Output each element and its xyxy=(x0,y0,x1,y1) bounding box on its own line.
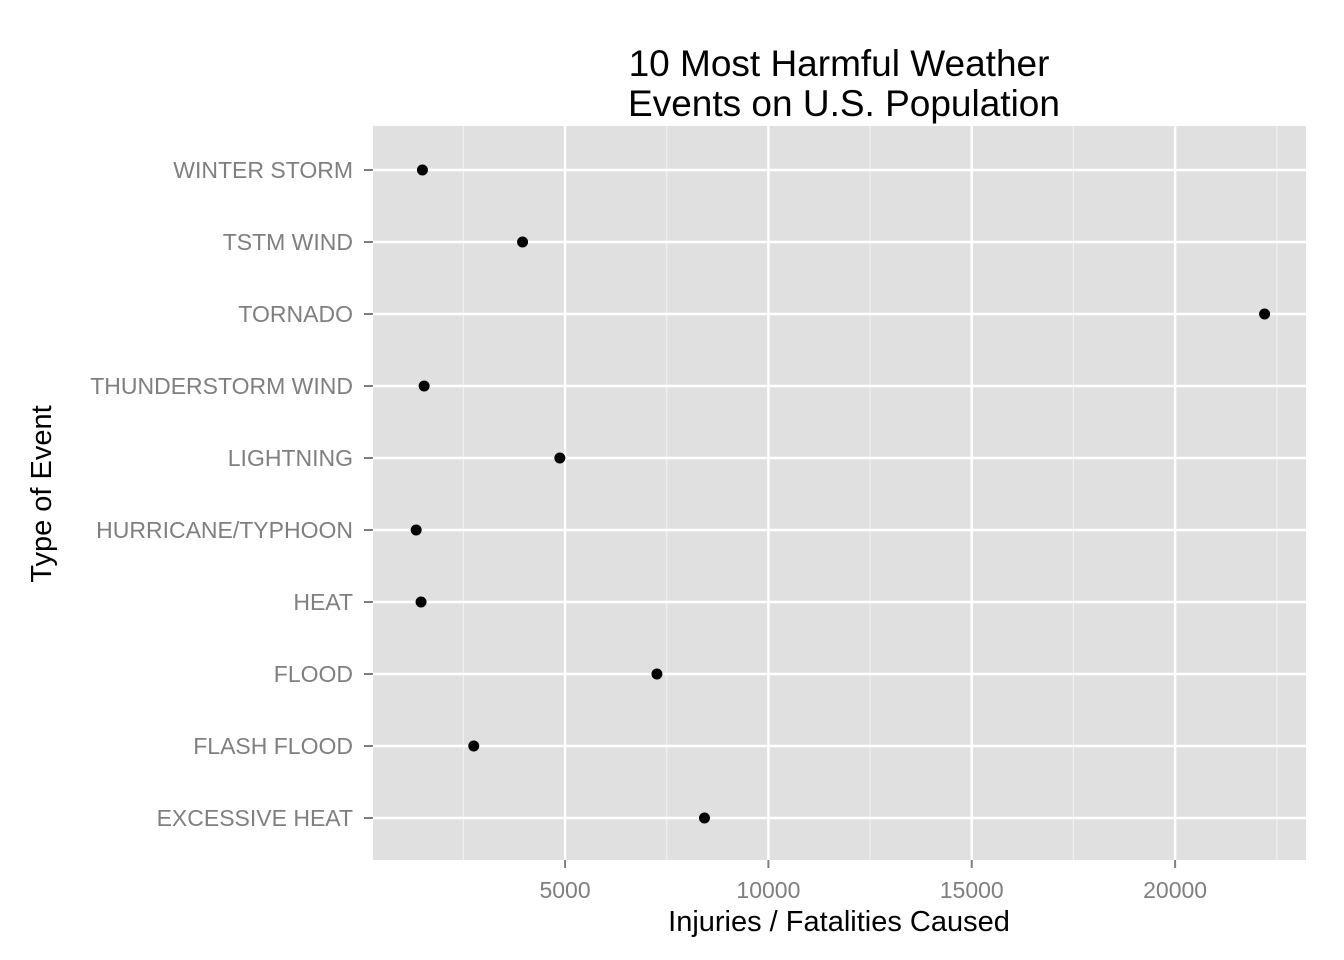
y-tick-label: TSTM WIND xyxy=(223,229,353,255)
y-axis-ticks: EXCESSIVE HEAT FLASH FLOOD FLOOD HEAT HURRIC… xyxy=(90,157,373,831)
y-tick-label: EXCESSIVE HEAT xyxy=(157,805,353,831)
chart-title-line-2: Events on U.S. Population xyxy=(628,83,1060,124)
x-tick-label: 20000 xyxy=(1143,877,1207,903)
data-point xyxy=(1259,308,1271,320)
x-axis-title: Injuries / Fatalities Caused xyxy=(668,906,1010,938)
data-point xyxy=(410,524,422,536)
chart-title-line-1: 10 Most Harmful Weather xyxy=(629,43,1050,84)
y-axis-title: Type of Event xyxy=(26,405,58,582)
data-point xyxy=(415,596,427,608)
y-tick-label: FLASH FLOOD xyxy=(193,733,353,759)
data-point xyxy=(651,668,663,680)
minor-gridlines xyxy=(462,126,1278,860)
y-tick-label: HEAT xyxy=(293,589,353,615)
data-points xyxy=(410,164,1271,824)
data-point xyxy=(698,812,710,824)
y-tick-label: LIGHTNING xyxy=(228,445,353,471)
y-tick-label: FLOOD xyxy=(274,661,353,687)
major-gridlines xyxy=(373,126,1306,860)
y-tick-label: TORNADO xyxy=(238,301,353,327)
data-point xyxy=(517,236,529,248)
plot-panel xyxy=(373,126,1306,860)
data-point xyxy=(418,380,430,392)
y-tick-label: WINTER STORM xyxy=(173,157,353,183)
y-tick-label: THUNDERSTORM WIND xyxy=(90,373,353,399)
x-axis-ticks: 5000 10000 15000 20000 xyxy=(539,860,1207,903)
x-tick-label: 5000 xyxy=(539,877,590,903)
data-point xyxy=(468,740,480,752)
x-tick-label: 10000 xyxy=(736,877,800,903)
data-point xyxy=(554,452,566,464)
y-tick-label: HURRICANE/TYPHOON xyxy=(96,517,353,543)
x-tick-label: 15000 xyxy=(940,877,1004,903)
data-point xyxy=(416,164,428,176)
